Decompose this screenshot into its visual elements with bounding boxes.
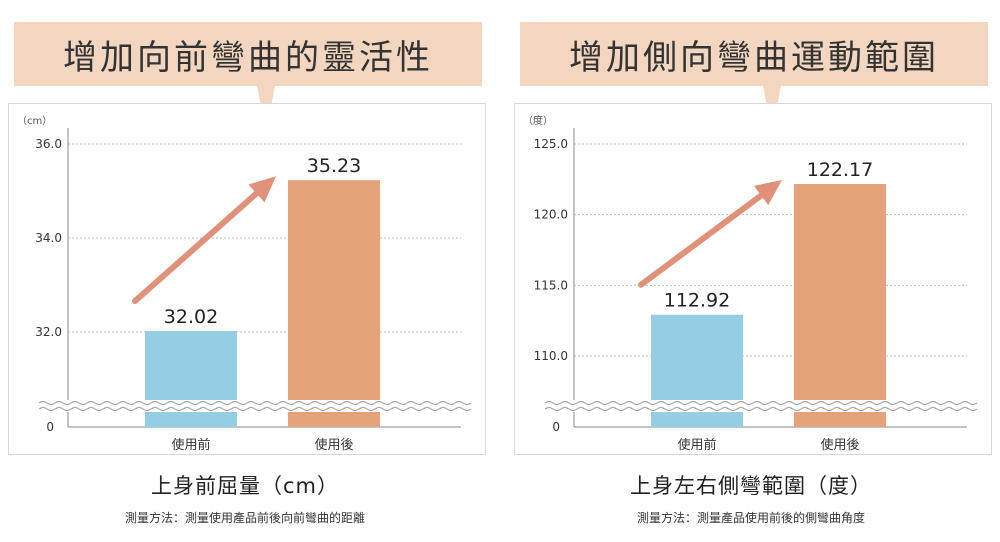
y-tick-label-zero: 0	[46, 420, 54, 434]
banner-title: 增加向前彎曲的靈活性	[14, 22, 482, 86]
trend-arrow-shaft	[132, 190, 260, 305]
x-tick-label: 使用前	[677, 437, 716, 453]
y-tick-label: 120.0	[534, 208, 568, 222]
data-label: 35.23	[307, 155, 361, 177]
chart-caption: 上身左右側彎範圍（度）	[630, 474, 872, 498]
axis-break-band	[545, 400, 977, 412]
x-tick-label: 使用後	[820, 437, 859, 453]
bar-after	[288, 180, 380, 427]
chart-panel-side-bend: 增加側向彎曲運動範圍 （度） 125.0 120.0 115.0 110.0 0 112.9…	[506, 0, 996, 542]
banner-title: 增加側向彎曲運動範圍	[520, 22, 988, 86]
measurement-note: 測量方法：測量使用產品前後向前彎曲的距離	[124, 511, 365, 525]
data-label: 122.17	[807, 159, 873, 181]
trend-arrow-shaft	[638, 192, 765, 288]
axis-break-wave	[38, 401, 472, 405]
y-tick-label: 36.0	[35, 137, 62, 151]
bar-chart: （度） 125.0 120.0 115.0 110.0 0 112.92 使用前 122.17 使…	[523, 114, 978, 453]
y-tick-label: 34.0	[35, 231, 62, 245]
chart-caption: 上身前屈量（cm）	[150, 474, 339, 498]
unit-label: （度）	[523, 114, 553, 127]
unit-label: （cm）	[17, 115, 52, 127]
axis-break-wave	[38, 407, 472, 411]
trend-arrow-head	[248, 176, 276, 203]
measurement-note: 測量方法：測量產品使用前後的側彎曲角度	[636, 511, 865, 525]
chart-frame: （cm） 36.0 34.0 32.0 0 32.02 使用前 35.23 使用後	[8, 103, 486, 455]
axis-break-band	[39, 400, 471, 412]
y-tick-label: 110.0	[534, 349, 568, 363]
data-label: 32.02	[164, 306, 218, 328]
trend-arrow-head	[753, 179, 782, 206]
bar-before	[145, 331, 237, 427]
y-tick-label: 125.0	[534, 137, 568, 151]
data-label: 112.92	[664, 290, 730, 312]
chart-panel-forward-bend: 增加向前彎曲的靈活性 （cm） 36.0 34.0 32.0 0 32.02 使用前 35.2…	[0, 0, 490, 542]
y-tick-label-zero: 0	[552, 420, 560, 434]
y-tick-label: 115.0	[534, 278, 568, 292]
bar-chart: （cm） 36.0 34.0 32.0 0 32.02 使用前 35.23 使用後	[17, 115, 472, 453]
axis-break-wave	[544, 401, 978, 405]
chart-frame: （度） 125.0 120.0 115.0 110.0 0 112.92 使用前 122.17 使…	[514, 103, 992, 455]
axis-break-wave	[544, 407, 978, 411]
x-tick-label: 使用前	[171, 437, 210, 453]
bar-after	[794, 183, 886, 427]
y-tick-label: 32.0	[35, 325, 62, 339]
x-tick-label: 使用後	[314, 437, 353, 453]
